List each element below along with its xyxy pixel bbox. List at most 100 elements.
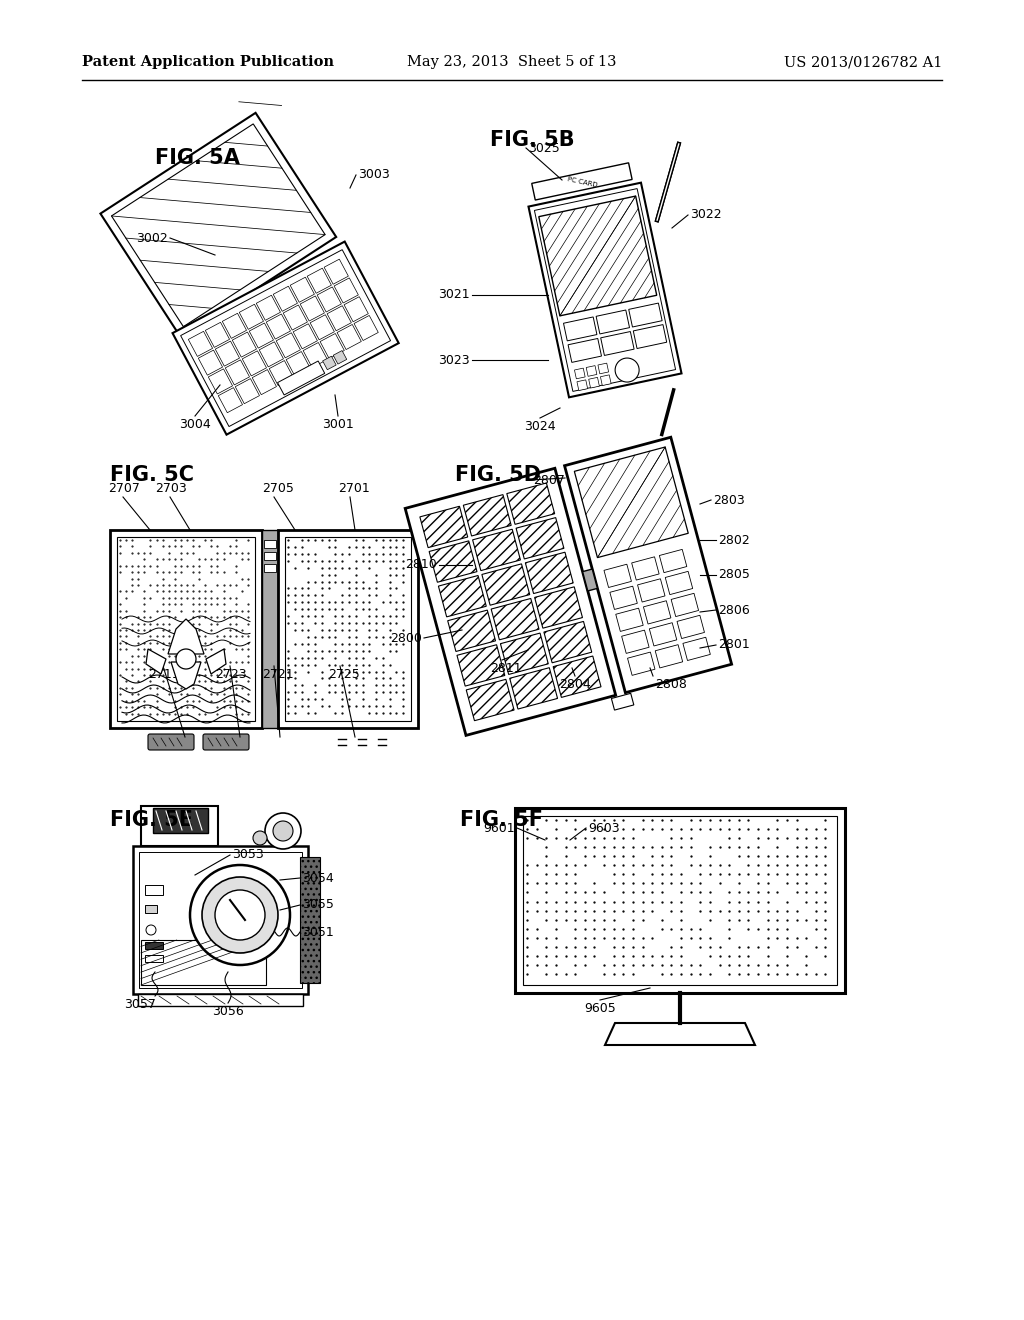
Text: 2804: 2804 (559, 678, 591, 690)
Polygon shape (420, 507, 468, 548)
Polygon shape (553, 656, 601, 697)
Circle shape (265, 813, 301, 849)
Polygon shape (100, 112, 336, 338)
Polygon shape (492, 598, 539, 640)
Polygon shape (225, 360, 250, 385)
Polygon shape (655, 644, 683, 668)
Polygon shape (252, 370, 276, 395)
Text: FIG. 5B: FIG. 5B (490, 129, 574, 150)
Bar (145, 884, 163, 895)
Text: 3053: 3053 (232, 849, 264, 862)
Polygon shape (574, 447, 688, 557)
Text: 3056: 3056 (212, 1005, 244, 1018)
Circle shape (190, 865, 290, 965)
Polygon shape (117, 537, 255, 721)
Text: 2802: 2802 (718, 533, 750, 546)
Polygon shape (188, 331, 213, 356)
Polygon shape (317, 286, 341, 312)
Text: 2801: 2801 (718, 639, 750, 652)
Polygon shape (276, 333, 300, 358)
Polygon shape (208, 368, 232, 393)
Polygon shape (218, 388, 243, 413)
Polygon shape (325, 259, 348, 284)
Polygon shape (133, 846, 308, 994)
Polygon shape (141, 807, 218, 846)
Polygon shape (232, 333, 256, 358)
Polygon shape (264, 552, 276, 560)
Text: 9605: 9605 (584, 1002, 615, 1015)
Polygon shape (110, 531, 262, 729)
Polygon shape (523, 816, 837, 985)
Polygon shape (249, 323, 273, 348)
Polygon shape (286, 351, 310, 376)
Polygon shape (671, 593, 698, 616)
Text: 2803: 2803 (713, 494, 744, 507)
Polygon shape (321, 334, 344, 359)
Text: 9603: 9603 (588, 821, 620, 834)
Polygon shape (236, 379, 259, 404)
Circle shape (253, 832, 267, 845)
Polygon shape (586, 366, 597, 376)
Polygon shape (507, 483, 555, 524)
Polygon shape (516, 517, 564, 558)
Text: 2711: 2711 (148, 668, 179, 681)
Polygon shape (264, 540, 276, 548)
Polygon shape (259, 342, 284, 367)
Polygon shape (243, 351, 266, 376)
Polygon shape (659, 549, 687, 573)
Text: 2806: 2806 (718, 603, 750, 616)
Polygon shape (563, 317, 597, 341)
Polygon shape (138, 994, 303, 1006)
Polygon shape (264, 564, 276, 572)
Text: 3021: 3021 (438, 289, 470, 301)
Text: 2723: 2723 (215, 668, 247, 681)
Polygon shape (638, 578, 665, 602)
Polygon shape (649, 623, 677, 645)
Polygon shape (564, 437, 731, 693)
Polygon shape (457, 644, 505, 686)
Polygon shape (539, 197, 656, 315)
Polygon shape (141, 940, 266, 985)
Polygon shape (535, 189, 676, 392)
Polygon shape (112, 124, 326, 326)
Polygon shape (278, 531, 418, 729)
Polygon shape (628, 652, 655, 676)
Polygon shape (473, 529, 520, 570)
Polygon shape (615, 609, 643, 631)
Circle shape (273, 821, 293, 841)
Polygon shape (222, 313, 247, 338)
Text: 3054: 3054 (302, 871, 334, 884)
Polygon shape (307, 268, 332, 293)
Polygon shape (677, 615, 705, 639)
Polygon shape (215, 341, 240, 366)
Polygon shape (596, 310, 630, 334)
Polygon shape (300, 296, 325, 321)
Polygon shape (172, 242, 398, 434)
Text: 3057: 3057 (124, 998, 156, 1011)
Polygon shape (666, 572, 692, 594)
Text: 3025: 3025 (528, 141, 560, 154)
Polygon shape (146, 649, 166, 675)
Polygon shape (447, 610, 496, 652)
Polygon shape (153, 808, 208, 833)
Polygon shape (568, 338, 601, 363)
Polygon shape (482, 564, 529, 605)
Polygon shape (501, 634, 548, 675)
Polygon shape (610, 586, 637, 610)
Polygon shape (310, 314, 335, 339)
Polygon shape (577, 380, 588, 391)
Polygon shape (600, 375, 611, 385)
Text: 2805: 2805 (718, 569, 750, 582)
Polygon shape (327, 306, 351, 331)
Polygon shape (278, 360, 325, 395)
Polygon shape (337, 325, 361, 350)
Polygon shape (643, 601, 671, 624)
FancyBboxPatch shape (148, 734, 194, 750)
Polygon shape (354, 315, 378, 341)
Text: FIG. 5F: FIG. 5F (460, 810, 543, 830)
Polygon shape (604, 564, 632, 587)
Polygon shape (466, 680, 514, 721)
Text: 3055: 3055 (302, 899, 334, 912)
Polygon shape (574, 368, 585, 379)
Polygon shape (240, 305, 263, 330)
